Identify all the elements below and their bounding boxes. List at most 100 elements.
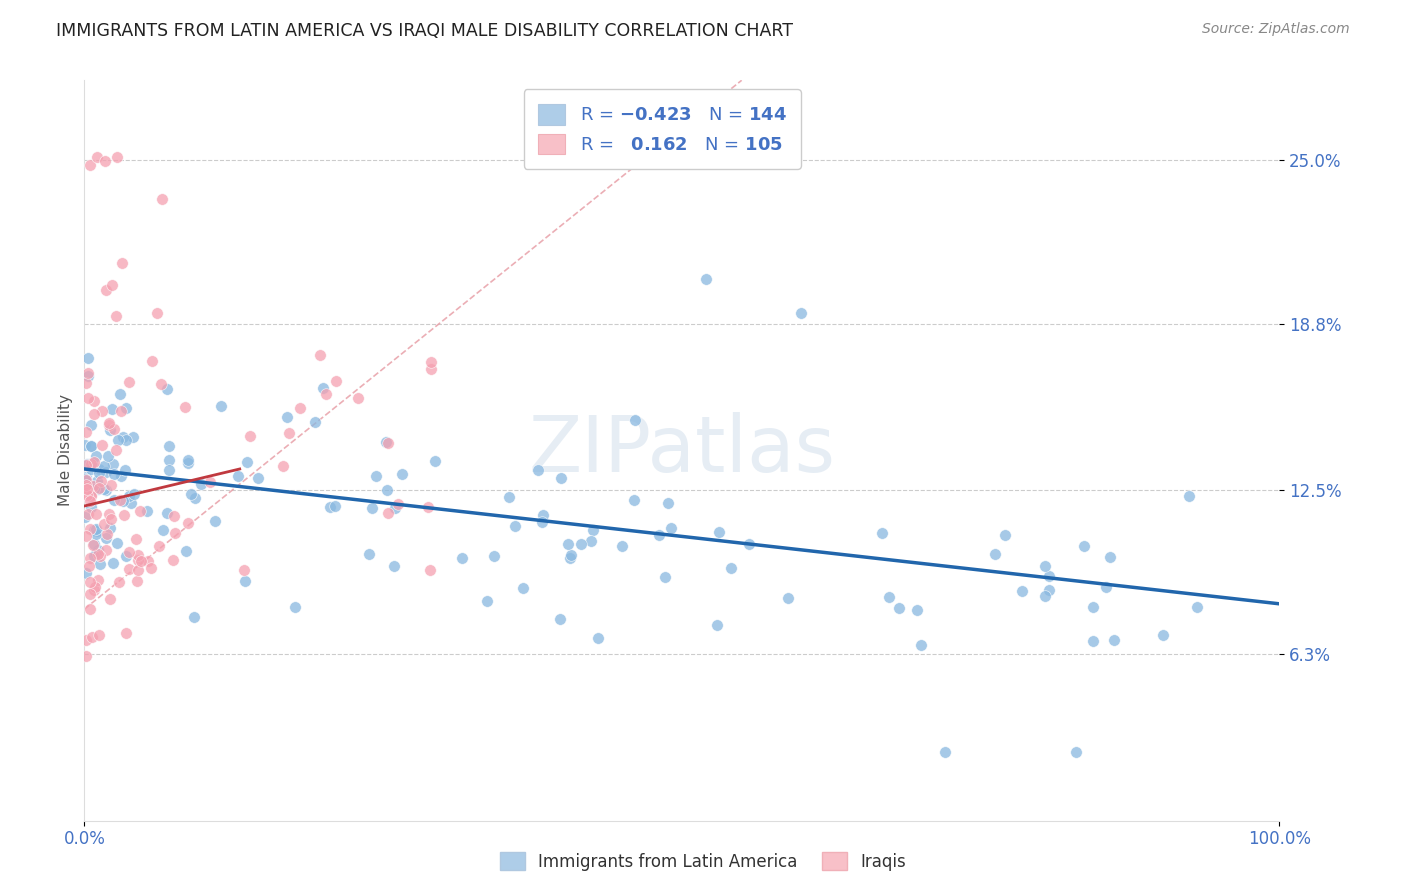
- Point: [94, 465, 117, 479]
- Point: [83, 583, 105, 598]
- Point: [108, 574, 131, 589]
- Point: [581, 523, 603, 537]
- Point: [127, 553, 149, 567]
- Point: [910, 638, 932, 652]
- Point: [83, 455, 105, 469]
- Point: [657, 496, 679, 510]
- Point: [450, 551, 472, 566]
- Point: [87, 547, 110, 561]
- Point: [695, 271, 717, 285]
- Point: [90, 475, 112, 489]
- Point: [152, 523, 174, 537]
- Point: [112, 508, 135, 522]
- Point: [76, 366, 98, 380]
- Point: [118, 489, 141, 503]
- Point: [79, 489, 101, 503]
- Point: [384, 558, 406, 573]
- Point: [141, 354, 163, 368]
- Point: [648, 528, 671, 542]
- Point: [889, 601, 911, 615]
- Point: [86, 543, 108, 558]
- Point: [174, 544, 197, 558]
- Point: [103, 457, 125, 471]
- Point: [118, 544, 141, 558]
- Point: [89, 467, 111, 481]
- Point: [93, 482, 115, 496]
- Point: [75, 425, 97, 440]
- Point: [75, 470, 97, 484]
- Point: [83, 536, 105, 550]
- Point: [1152, 628, 1174, 642]
- Point: [80, 439, 103, 453]
- Point: [177, 516, 200, 531]
- Point: [90, 438, 112, 452]
- Point: [73, 473, 96, 487]
- Point: [83, 523, 105, 537]
- Point: [503, 518, 526, 533]
- Point: [75, 566, 97, 581]
- Point: [141, 560, 163, 574]
- Point: [623, 493, 645, 508]
- Point: [93, 517, 115, 532]
- Point: [174, 400, 197, 414]
- Point: [103, 492, 125, 507]
- Point: [84, 508, 107, 522]
- Point: [115, 626, 138, 640]
- Point: [1033, 589, 1056, 603]
- Point: [83, 580, 105, 594]
- Point: [1038, 583, 1060, 598]
- Point: [374, 435, 396, 450]
- Point: [290, 401, 312, 415]
- Point: [1066, 745, 1088, 759]
- Point: [80, 630, 103, 644]
- Point: [100, 477, 122, 491]
- Point: [75, 529, 97, 543]
- Legend: Immigrants from Latin America, Iraqis: Immigrants from Latin America, Iraqis: [491, 844, 915, 880]
- Point: [157, 463, 180, 477]
- Point: [610, 539, 633, 553]
- Point: [177, 456, 200, 470]
- Point: [531, 508, 554, 523]
- Point: [138, 554, 160, 568]
- Point: [1185, 600, 1208, 615]
- Point: [75, 648, 97, 663]
- Point: [93, 153, 115, 168]
- Point: [776, 591, 799, 606]
- Point: [177, 453, 200, 467]
- Point: [870, 525, 893, 540]
- Point: [79, 602, 101, 616]
- Point: [209, 399, 232, 413]
- Point: [93, 458, 115, 473]
- Point: [89, 557, 111, 571]
- Point: [557, 536, 579, 550]
- Point: [129, 504, 152, 518]
- Point: [659, 521, 682, 535]
- Point: [531, 515, 554, 529]
- Point: [115, 549, 138, 563]
- Point: [103, 467, 125, 482]
- Point: [148, 539, 170, 553]
- Point: [325, 374, 347, 388]
- Point: [77, 559, 100, 574]
- Point: [377, 506, 399, 520]
- Point: [983, 547, 1005, 561]
- Point: [110, 493, 132, 508]
- Point: [87, 462, 110, 476]
- Point: [623, 412, 645, 426]
- Point: [707, 524, 730, 539]
- Point: [366, 469, 388, 483]
- Point: [1073, 539, 1095, 553]
- Point: [84, 527, 107, 541]
- Point: [79, 575, 101, 590]
- Point: [877, 590, 900, 604]
- Point: [75, 477, 97, 491]
- Point: [111, 494, 134, 508]
- Point: [76, 508, 98, 522]
- Point: [86, 573, 108, 587]
- Point: [75, 486, 97, 500]
- Point: [323, 500, 346, 514]
- Point: [100, 423, 122, 437]
- Point: [105, 442, 128, 457]
- Point: [75, 473, 97, 487]
- Point: [76, 457, 98, 471]
